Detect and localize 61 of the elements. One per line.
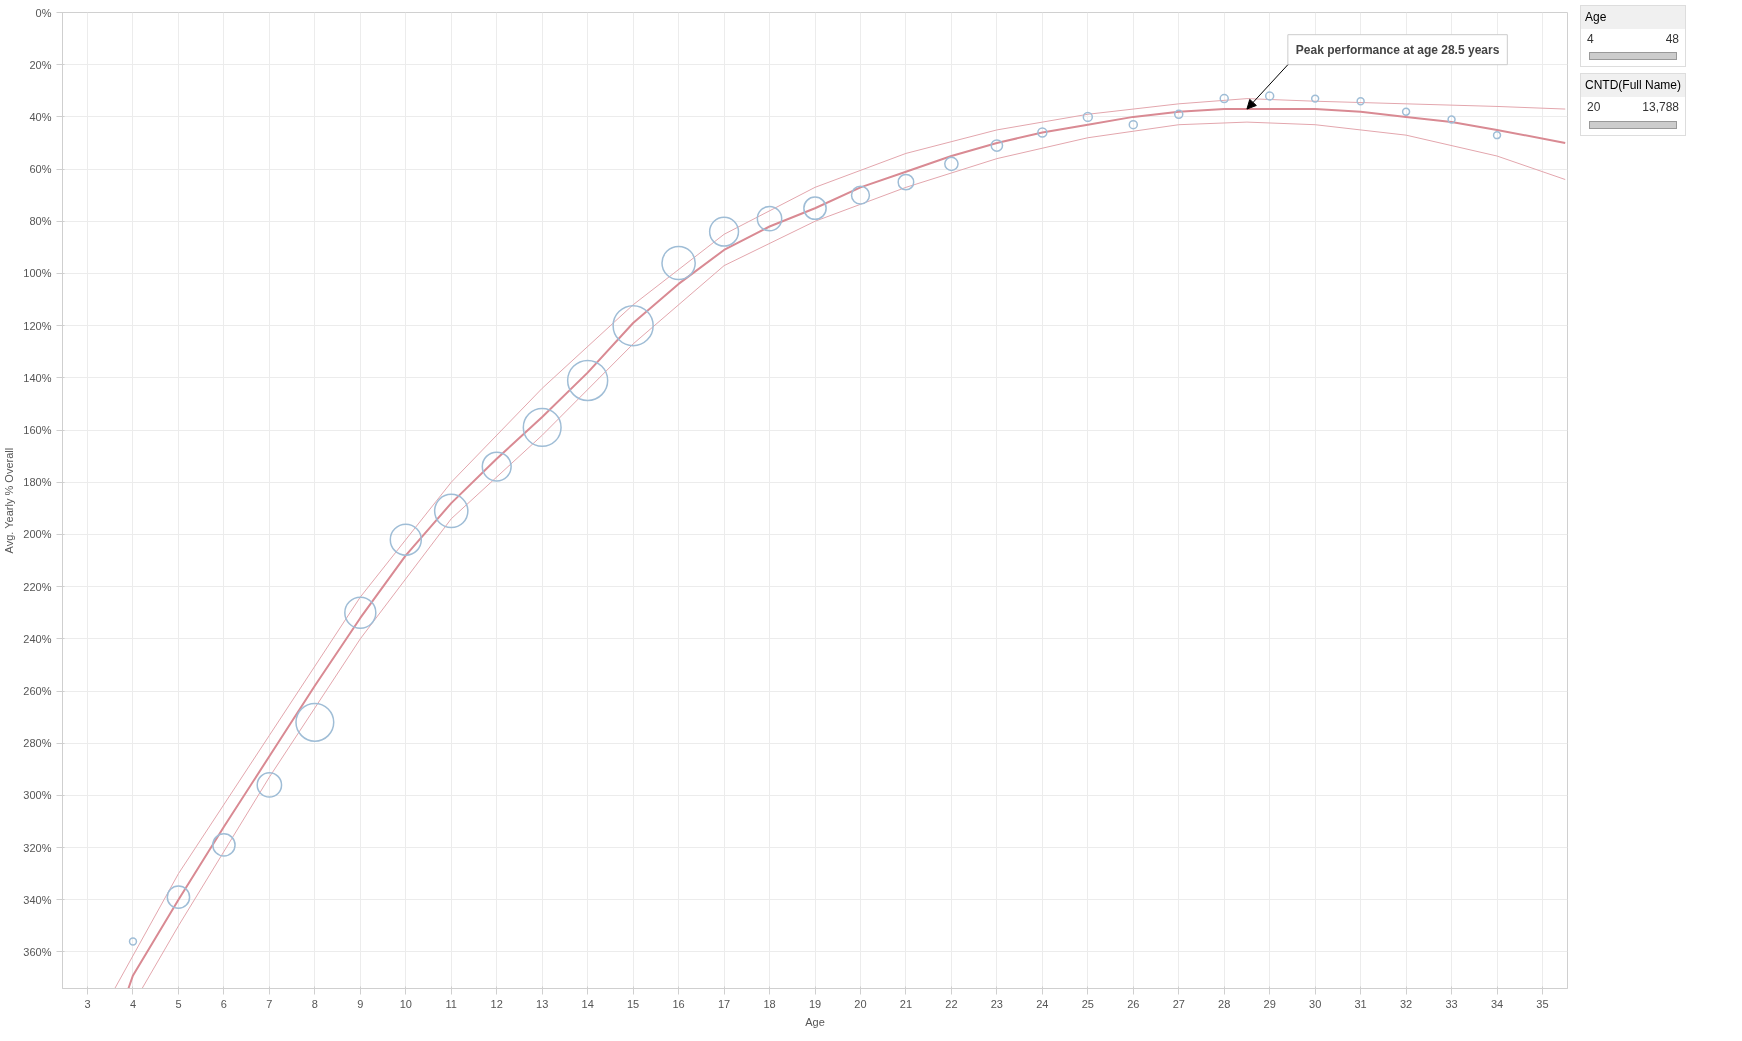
text: 13,788 — [1642, 99, 1679, 117]
text: Age — [1581, 6, 1685, 30]
y-tick-label: 360% — [23, 945, 52, 958]
x-tick-label: 24 — [1036, 997, 1049, 1010]
x-tick-label: 10 — [399, 997, 412, 1010]
y-tick-label: 120% — [23, 319, 52, 332]
text: 48 — [1665, 31, 1679, 49]
y-tick-label: 240% — [23, 632, 52, 645]
x-tick-label: 13 — [536, 997, 549, 1010]
y-tick-label: 260% — [23, 685, 52, 697]
x-tick-label: 12 — [490, 997, 503, 1010]
x-tick-label: 9 — [357, 997, 364, 1010]
y-tick-label: 160% — [23, 424, 52, 437]
y-tick-label: 140% — [23, 371, 52, 384]
x-tick-label: 18 — [763, 997, 776, 1010]
y-tick-label: 300% — [23, 789, 52, 802]
text: 20 — [1587, 99, 1601, 117]
text: CNTD(Full Name) — [1581, 74, 1685, 98]
x-tick-label: 35 — [1536, 997, 1549, 1010]
x-tick-label: 21 — [899, 997, 913, 1010]
x-tick-label: 34 — [1490, 997, 1504, 1010]
x-tick-label: 6 — [220, 997, 227, 1010]
x-tick-label: 5 — [175, 997, 182, 1010]
y-tick-label: 180% — [23, 476, 52, 489]
text: 4 — [1587, 31, 1594, 49]
x-tick-label: 14 — [581, 997, 594, 1010]
x-tick-label: 22 — [945, 997, 958, 1010]
x-tick-label: 25 — [1081, 997, 1094, 1010]
y-tick-label: 20% — [29, 58, 52, 71]
x-tick-label: 7 — [266, 997, 273, 1010]
y-tick-label: 220% — [23, 580, 52, 593]
x-tick-label: 30 — [1309, 997, 1322, 1010]
x-tick-label: 3 — [84, 997, 91, 1010]
x-tick-label: 17 — [717, 997, 731, 1010]
x-tick-label: 29 — [1263, 997, 1276, 1010]
x-tick-label: 26 — [1127, 997, 1140, 1010]
annotation: Peak performance at age 28.5 years — [1295, 42, 1500, 57]
x-axis-title: Age — [805, 1015, 825, 1028]
y-tick-label: 200% — [23, 528, 52, 541]
y-tick-label: 60% — [29, 163, 52, 176]
x-tick-label: 11 — [445, 997, 457, 1010]
y-tick-label: 40% — [29, 110, 52, 123]
x-tick-label: 23 — [990, 997, 1004, 1010]
x-tick-label: 16 — [672, 997, 685, 1010]
x-tick-label: 33 — [1445, 997, 1458, 1010]
x-tick-label: 4 — [129, 997, 137, 1010]
x-tick-label: 32 — [1399, 997, 1413, 1010]
y-tick-label: 340% — [23, 893, 52, 906]
x-tick-label: 27 — [1172, 997, 1185, 1010]
x-tick-label: 31 — [1354, 997, 1367, 1010]
x-tick-label: 15 — [627, 997, 640, 1010]
y-tick-label: 100% — [23, 267, 52, 280]
y-tick-label: 280% — [23, 737, 52, 750]
y-tick-label: 320% — [23, 841, 52, 854]
x-tick-label: 28 — [1218, 997, 1231, 1010]
x-tick-label: 8 — [311, 997, 318, 1010]
y-tick-label: 0% — [35, 6, 52, 19]
x-tick-label: 19 — [808, 997, 822, 1010]
y-axis-title: Avg. Yearly % Overall — [3, 447, 16, 554]
x-tick-label: 20 — [854, 997, 867, 1010]
y-tick-label: 80% — [29, 215, 52, 228]
